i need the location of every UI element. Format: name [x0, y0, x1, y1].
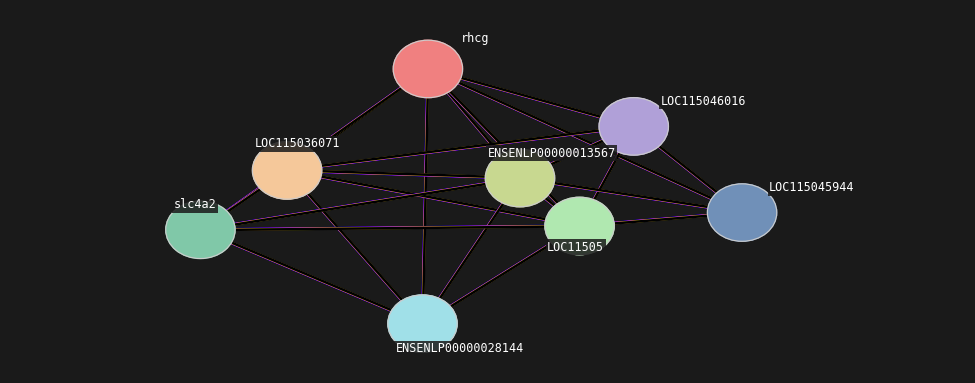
Ellipse shape [253, 142, 322, 199]
Ellipse shape [708, 184, 777, 241]
Text: ENSENLP00000013567: ENSENLP00000013567 [488, 147, 616, 160]
Text: LOC115036071: LOC115036071 [254, 137, 340, 150]
Ellipse shape [545, 197, 614, 255]
Text: LOC115046016: LOC115046016 [661, 95, 746, 108]
Text: LOC115045944: LOC115045944 [769, 181, 855, 194]
Text: LOC11505: LOC11505 [547, 241, 604, 254]
Ellipse shape [388, 295, 457, 352]
Ellipse shape [599, 98, 669, 155]
Text: rhcg: rhcg [460, 32, 488, 45]
Ellipse shape [166, 201, 235, 259]
Ellipse shape [393, 40, 462, 98]
Ellipse shape [486, 149, 555, 207]
Text: ENSENLP00000028144: ENSENLP00000028144 [396, 342, 524, 355]
Text: slc4a2: slc4a2 [174, 198, 216, 211]
